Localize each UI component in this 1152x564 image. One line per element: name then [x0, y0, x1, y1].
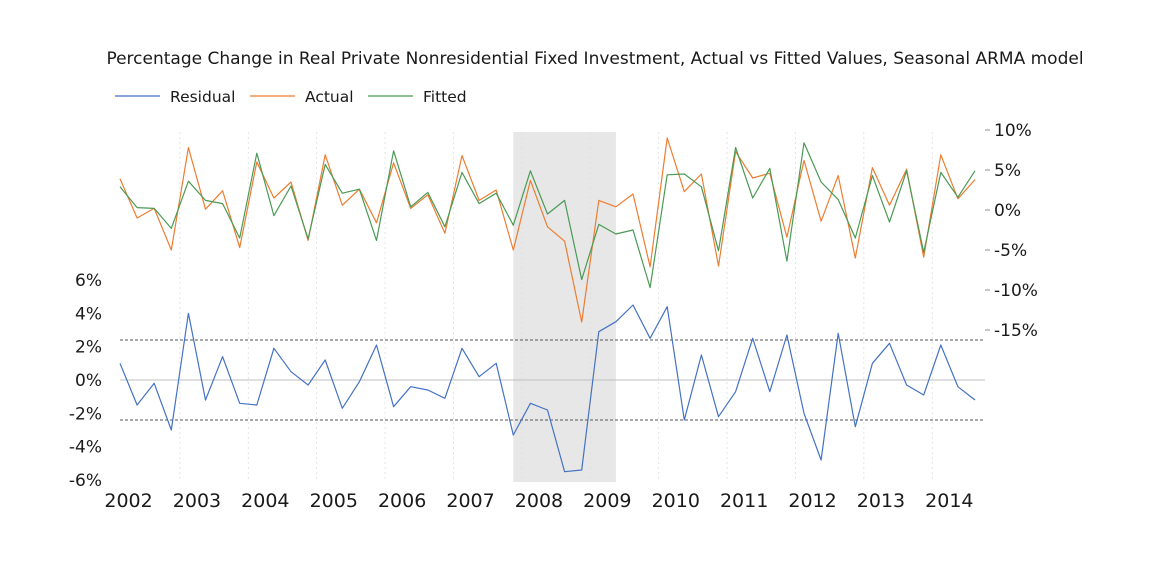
left-axis-tick-label: -6%: [69, 471, 102, 491]
series-line-fitted: [119, 142, 976, 289]
recession-shading: [513, 132, 616, 482]
x-axis-tick-label: 2002: [104, 490, 152, 512]
left-axis-tick-label: 0%: [75, 371, 102, 391]
legend-label-actual: Actual: [305, 88, 354, 106]
x-axis-tick-label: 2006: [378, 490, 426, 512]
left-axis-tick-label: 6%: [75, 271, 102, 291]
right-axis-tick-label: 5%: [994, 161, 1021, 181]
right-axis-tick-label: 10%: [994, 121, 1032, 141]
left-axis-tick-label: 4%: [75, 304, 102, 324]
right-axis-tick-label: -5%: [994, 241, 1027, 261]
left-axis-tick-label: -4%: [69, 438, 102, 458]
series-line-residual: [119, 304, 976, 473]
shade-layer: [513, 132, 616, 482]
x-axis-tick-label: 2013: [857, 490, 905, 512]
x-axis-tick-label: 2003: [173, 490, 221, 512]
x-axis-tick-label: 2012: [788, 490, 836, 512]
chart-title: Percentage Change in Real Private Nonres…: [106, 49, 1083, 69]
right-axis-tick-label: -10%: [994, 281, 1038, 301]
legend-label-residual: Residual: [170, 88, 235, 106]
x-axis-tick-label: 2009: [583, 490, 631, 512]
legend-item-fitted: Fitted: [368, 88, 467, 106]
axis-layer: 10% 5% 0% -5% -10% -15% 6% 4% 2% 0% -2% -4% -6%2002 2…: [69, 121, 1038, 512]
x-axis-tick-label: 2004: [241, 490, 289, 512]
legend-item-residual: Residual: [115, 88, 235, 106]
legend-label-fitted: Fitted: [423, 88, 467, 106]
left-axis-tick-label: -2%: [69, 404, 102, 424]
right-axis-tick-label: -15%: [994, 321, 1038, 341]
series-layer: [119, 137, 976, 473]
x-axis-tick-label: 2011: [720, 490, 768, 512]
legend-item-actual: Actual: [250, 88, 354, 106]
x-axis-tick-label: 2010: [652, 490, 700, 512]
legend: Residual Actual Fitted: [115, 88, 467, 106]
x-axis-tick-label: 2008: [515, 490, 563, 512]
x-axis-tick-label: 2007: [446, 490, 494, 512]
left-axis-tick-label: 2%: [75, 338, 102, 358]
right-axis-tick-label: 0%: [994, 201, 1021, 221]
x-axis-tick-label: 2014: [925, 490, 973, 512]
x-axis-tick-label: 2005: [310, 490, 358, 512]
